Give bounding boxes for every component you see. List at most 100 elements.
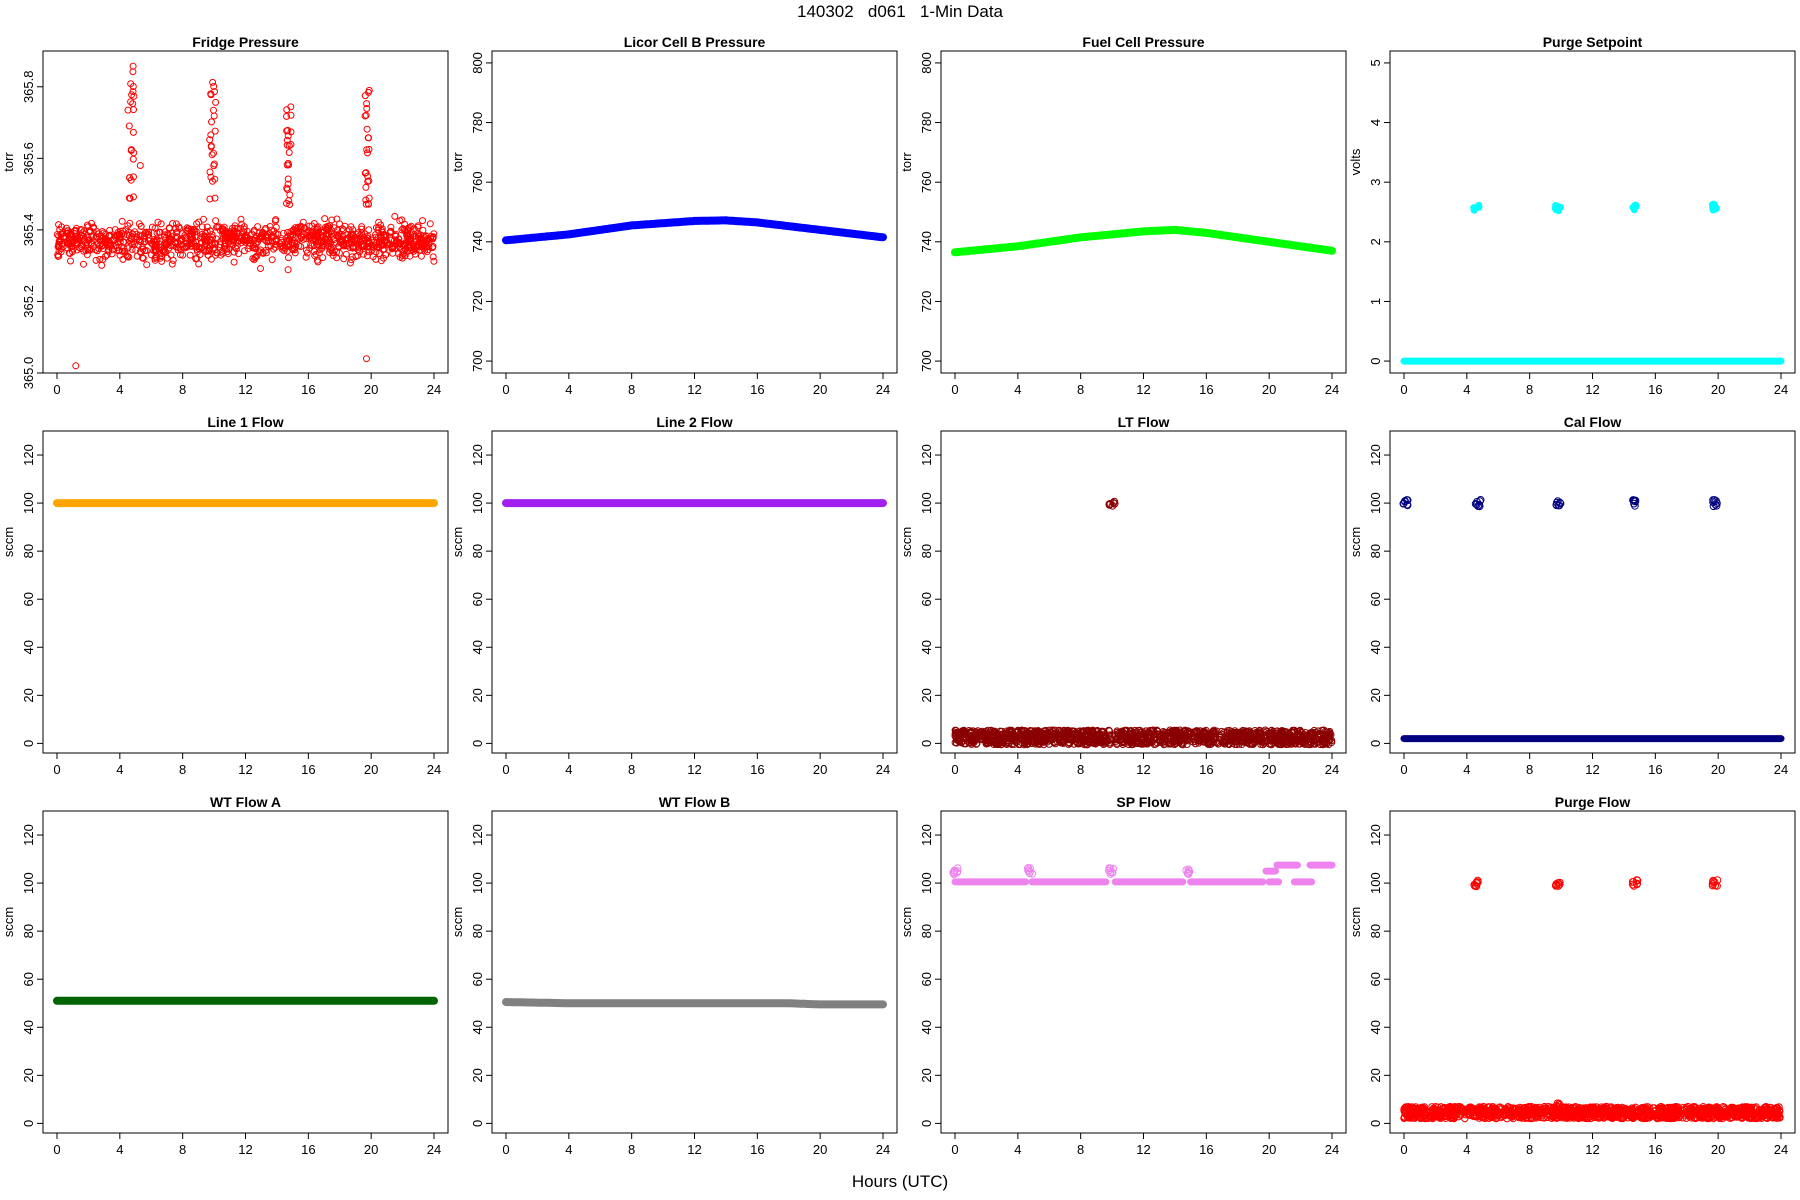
y-tick-label: 2 (1368, 238, 1383, 245)
panel-2: Fuel Cell Pressure 0 4 8 12 16 20 24 700 720 740 76… (899, 34, 1347, 397)
data-point (973, 739, 981, 748)
data-point (1145, 738, 1153, 747)
data-point (404, 224, 412, 232)
data-point (289, 231, 297, 239)
x-tick-label: 4 (1463, 382, 1470, 397)
data-point (287, 111, 295, 119)
data-point (1290, 728, 1298, 736)
data-point (1700, 1104, 1709, 1113)
data-point (1105, 866, 1113, 875)
x-tick-label: 24 (1774, 1142, 1788, 1157)
data-point (1534, 1105, 1542, 1114)
data-point (176, 245, 184, 253)
data-point (125, 122, 133, 130)
data-point (352, 230, 360, 238)
x-tick-label: 4 (1463, 762, 1470, 777)
x-tick-label: 8 (628, 762, 635, 777)
data-point (1127, 739, 1135, 747)
data-point (208, 118, 215, 126)
y-tick-label: 0 (21, 1120, 36, 1127)
data-point (73, 234, 81, 242)
data-point (1556, 499, 1565, 508)
data-point (217, 251, 225, 259)
data-point (361, 112, 369, 120)
data-point (315, 242, 323, 250)
panel-title: Cal Flow (1564, 414, 1622, 430)
data-point (208, 151, 216, 159)
data-point (1401, 497, 1409, 505)
data-point (1610, 1108, 1618, 1116)
data-point (951, 866, 959, 875)
data-point (250, 256, 258, 264)
data-point (1639, 1105, 1647, 1114)
data-point (1630, 496, 1639, 505)
data-point (1714, 1103, 1722, 1112)
data-point (1565, 1104, 1574, 1113)
data-point (122, 226, 130, 233)
plot-frame (491, 430, 898, 754)
data-point (363, 355, 370, 363)
data-point (1745, 1110, 1753, 1118)
data-point (1079, 737, 1088, 745)
data-point (1256, 729, 1264, 737)
data-points (951, 225, 1336, 257)
y-tick-label: 80 (1368, 544, 1383, 558)
data-point (126, 194, 134, 202)
data-point (1573, 1113, 1581, 1122)
y-tick-label: 120 (470, 824, 485, 846)
data-point (1144, 729, 1152, 737)
data-point (1421, 1114, 1430, 1123)
data-point (1655, 1108, 1664, 1116)
data-point (133, 252, 141, 260)
data-point (1049, 732, 1058, 740)
plot-frame (1389, 430, 1796, 754)
data-point (1660, 1113, 1668, 1122)
data-point (363, 252, 371, 260)
data-point (950, 870, 958, 879)
data-point (987, 727, 995, 735)
data-point (53, 231, 61, 238)
x-tick-label: 20 (1262, 762, 1276, 777)
data-point (1633, 880, 1641, 889)
y-tick-label: 80 (470, 544, 485, 558)
panel-8: WT Flow A 0 4 8 12 16 20 24 0 20 40 60 80 100 120 sccm (1, 794, 449, 1157)
x-tick-label: 4 (116, 1142, 123, 1157)
x-tick-label: 12 (687, 1142, 701, 1157)
data-point (1213, 738, 1222, 747)
data-point (1070, 740, 1078, 748)
y-tick-label: 20 (919, 688, 934, 702)
data-point (1672, 1103, 1681, 1111)
data-point (1432, 1103, 1440, 1111)
data-point (395, 239, 402, 247)
y-tick-label: 120 (470, 444, 485, 466)
data-point (191, 233, 199, 241)
data-point (209, 78, 217, 86)
y-tick-label: 800 (470, 52, 485, 74)
panel-1: Licor Cell B Pressure 0 4 8 12 16 20 24 700 720 74… (450, 34, 898, 397)
x-tick-label: 4 (565, 1142, 572, 1157)
data-point (118, 247, 126, 255)
data-point (1568, 1106, 1576, 1114)
data-point (390, 243, 397, 250)
data-point (134, 241, 142, 249)
y-tick-label: 0 (1368, 357, 1383, 364)
x-tick-label: 20 (364, 1142, 378, 1157)
plot-frame (940, 430, 1347, 754)
x-tick-label: 20 (1711, 1142, 1725, 1157)
y-axis-label: torr (1, 152, 16, 172)
data-point (314, 232, 322, 240)
x-tick-label: 4 (116, 382, 123, 397)
data-point (1504, 1103, 1512, 1111)
x-tick-label: 0 (502, 762, 509, 777)
data-point (1631, 501, 1639, 510)
y-tick-label: 100 (919, 492, 934, 514)
data-point (206, 136, 214, 144)
data-point (398, 216, 406, 224)
data-point (365, 177, 373, 185)
x-tick-label: 8 (628, 1142, 635, 1157)
data-point (212, 251, 219, 259)
data-point (1408, 1103, 1416, 1111)
y-tick-label: 40 (21, 640, 36, 654)
x-tick-label: 0 (53, 762, 60, 777)
data-point (1402, 1107, 1410, 1115)
